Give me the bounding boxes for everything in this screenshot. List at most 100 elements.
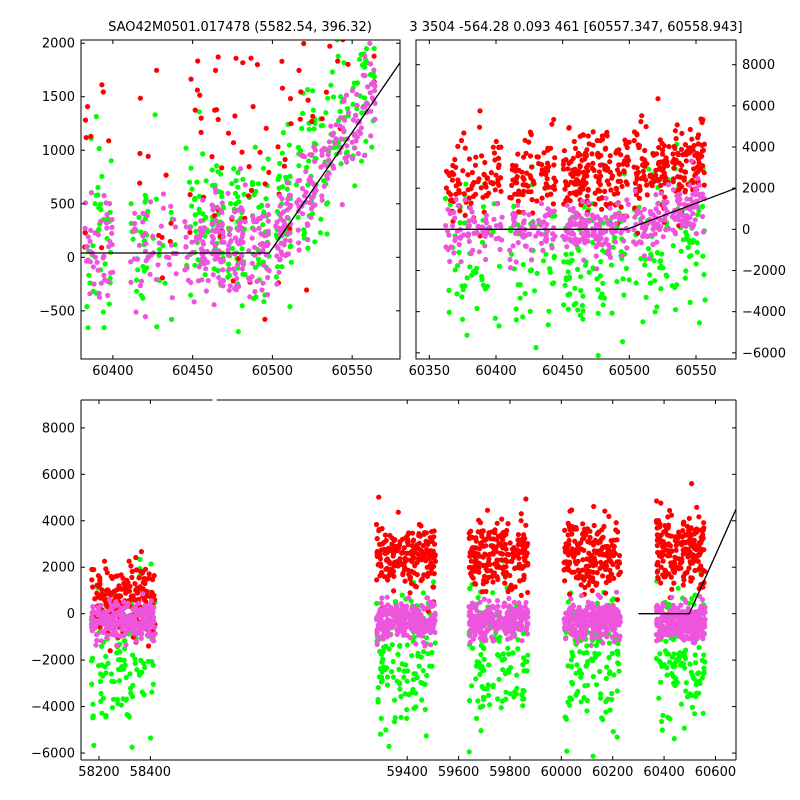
magenta-point	[106, 617, 112, 623]
magenta-point	[516, 603, 523, 609]
magenta-point	[413, 641, 419, 647]
magenta-point	[249, 274, 255, 280]
red-point	[527, 153, 534, 159]
green-point	[395, 651, 401, 658]
red-point	[671, 165, 677, 171]
green-point	[361, 95, 368, 101]
magenta-point	[319, 152, 325, 158]
red-point	[447, 172, 453, 179]
red-point	[647, 173, 653, 179]
red-point	[82, 117, 89, 123]
green-point	[567, 291, 573, 297]
red-point	[678, 146, 685, 152]
magenta-point	[249, 260, 255, 266]
green-point	[678, 662, 684, 668]
magenta-point	[91, 281, 97, 287]
green-point	[95, 192, 101, 198]
magenta-point	[101, 193, 107, 199]
magenta-point	[675, 217, 681, 223]
red-point	[396, 545, 402, 551]
magenta-point	[148, 199, 154, 205]
magenta-point	[94, 637, 100, 644]
green-point	[658, 679, 664, 685]
magenta-point	[384, 611, 390, 617]
green-point	[563, 275, 569, 281]
magenta-point	[470, 216, 476, 222]
red-point	[604, 133, 610, 139]
green-point	[89, 681, 95, 687]
magenta-point	[497, 246, 503, 253]
magenta-point	[266, 268, 272, 274]
red-point	[509, 182, 515, 188]
green-point	[252, 144, 258, 150]
red-point	[624, 162, 630, 168]
magenta-point	[477, 622, 483, 628]
red-point	[526, 139, 532, 145]
magenta-point	[687, 196, 694, 202]
magenta-point	[239, 253, 245, 259]
red-point	[660, 165, 667, 171]
green-point	[378, 715, 384, 722]
magenta-point	[675, 606, 681, 612]
magenta-point	[350, 155, 356, 161]
magenta-point	[521, 232, 527, 238]
green-point	[398, 714, 404, 720]
red-point	[672, 534, 678, 540]
red-point	[543, 165, 549, 171]
green-point	[443, 195, 449, 202]
red-point	[279, 85, 286, 91]
red-point	[549, 121, 555, 127]
green-point	[300, 110, 306, 116]
red-point	[583, 172, 589, 178]
green-point	[524, 658, 530, 665]
magenta-point	[587, 611, 593, 617]
green-point	[590, 674, 597, 680]
green-point	[122, 638, 128, 644]
red-point	[658, 554, 664, 560]
red-point	[589, 588, 595, 594]
green-point	[114, 696, 120, 703]
red-point	[494, 560, 500, 566]
magenta-point	[589, 212, 595, 218]
magenta-point	[140, 616, 146, 622]
red-point	[566, 542, 572, 548]
red-point	[395, 563, 401, 569]
green-point	[415, 653, 421, 659]
x-tick-label: 60400	[92, 364, 133, 379]
green-point	[598, 691, 604, 697]
green-point	[148, 561, 154, 567]
red-point	[591, 503, 597, 510]
green-point	[231, 166, 237, 172]
magenta-point	[210, 272, 216, 278]
y-tick-label: 1000	[42, 144, 75, 159]
y-tick-label: 2000	[742, 182, 775, 197]
green-point	[229, 181, 235, 187]
green-point	[647, 272, 653, 278]
magenta-point	[109, 607, 115, 613]
green-point	[563, 251, 569, 257]
green-point	[236, 199, 242, 205]
red-point	[467, 553, 473, 559]
magenta-point	[420, 604, 426, 610]
red-point	[544, 176, 550, 182]
red-point	[111, 589, 117, 595]
magenta-point	[624, 197, 630, 203]
magenta-point	[565, 618, 571, 624]
magenta-point	[306, 177, 312, 183]
red-point	[400, 536, 406, 542]
red-point	[386, 559, 392, 565]
green-point	[249, 182, 256, 188]
magenta-point	[578, 230, 585, 236]
red-point	[416, 521, 422, 528]
green-point	[229, 245, 236, 252]
red-point	[592, 201, 598, 207]
red-point	[496, 162, 502, 168]
red-point	[579, 536, 586, 542]
red-point	[257, 149, 263, 155]
red-point	[458, 137, 465, 144]
magenta-point	[653, 192, 659, 198]
red-point	[136, 575, 142, 581]
red-point	[443, 168, 450, 174]
magenta-point	[678, 602, 684, 608]
